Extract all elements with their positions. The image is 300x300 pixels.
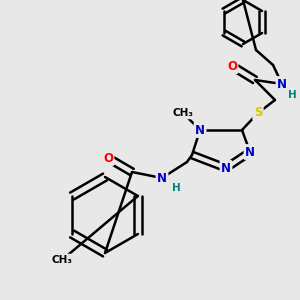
Text: O: O [227,59,237,73]
Text: N: N [277,77,287,91]
Text: H: H [172,183,180,193]
Text: CH₃: CH₃ [52,255,73,265]
Text: N: N [221,161,231,175]
Text: H: H [288,90,296,100]
Text: O: O [103,152,113,164]
Text: S: S [254,106,262,119]
Text: CH₃: CH₃ [172,108,194,118]
Text: N: N [157,172,167,184]
Text: N: N [245,146,255,158]
Text: N: N [195,124,205,136]
